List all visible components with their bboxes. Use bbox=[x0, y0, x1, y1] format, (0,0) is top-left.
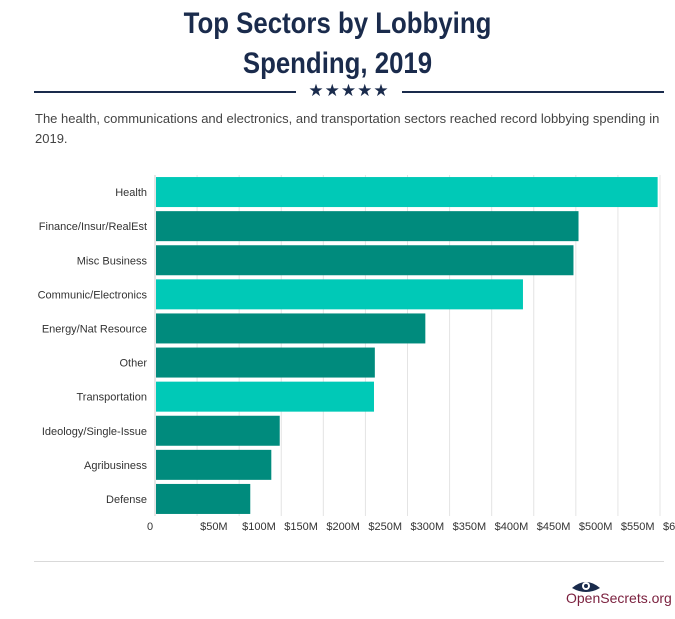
category-label: Transportation bbox=[76, 392, 147, 404]
x-tick-label: $50M bbox=[200, 521, 228, 533]
bar[interactable] bbox=[156, 381, 374, 412]
x-tick-label: $400M bbox=[495, 521, 529, 533]
x-tick-label: $200M bbox=[326, 521, 360, 533]
x-tick-label: $550M bbox=[621, 521, 655, 533]
x-tick-label: $350M bbox=[453, 521, 487, 533]
footer-divider bbox=[34, 561, 664, 562]
chart-subtitle: The health, communications and electroni… bbox=[35, 111, 660, 146]
bar[interactable] bbox=[156, 279, 523, 310]
chart-title: Top Sectors by Lobbying Spending, 2019 bbox=[47, 4, 628, 84]
bar[interactable] bbox=[156, 211, 579, 242]
category-label: Ideology/Single-Issue bbox=[42, 426, 147, 438]
x-tick-label: $300M bbox=[411, 521, 445, 533]
x-tick-label: $500M bbox=[579, 521, 613, 533]
category-label: Agribusiness bbox=[84, 460, 147, 472]
bar[interactable] bbox=[156, 177, 658, 208]
x-tick-label: $100M bbox=[242, 521, 276, 533]
x-tick-label: $600M bbox=[663, 521, 675, 533]
title-rule-right bbox=[402, 91, 664, 93]
category-label: Finance/Insur/RealEst bbox=[39, 221, 147, 233]
category-label: Misc Business bbox=[77, 255, 148, 267]
x-tick-label: $150M bbox=[284, 521, 318, 533]
bar[interactable] bbox=[156, 245, 574, 276]
bar-chart: 0 $50M $100M $150M $200M $250M $300M $350M $400M… bbox=[38, 175, 675, 533]
category-label: Defense bbox=[106, 494, 147, 506]
bar[interactable] bbox=[156, 347, 375, 378]
x-tick-label: $450M bbox=[537, 521, 571, 533]
category-label: Other bbox=[119, 358, 147, 370]
chart-title-line1: Top Sectors by Lobbying bbox=[183, 7, 492, 40]
title-rule-left bbox=[34, 91, 296, 93]
category-label: Communic/Electronics bbox=[38, 289, 148, 301]
bar[interactable] bbox=[156, 483, 251, 514]
category-label: Energy/Nat Resource bbox=[42, 323, 147, 335]
bar[interactable] bbox=[156, 415, 280, 446]
x-tick-label: $250M bbox=[368, 521, 402, 533]
bar[interactable] bbox=[156, 313, 426, 344]
chart-title-line2: Spending, 2019 bbox=[242, 47, 433, 80]
opensecrets-logo-text[interactable]: OpenSecrets.org bbox=[566, 590, 672, 606]
bar[interactable] bbox=[156, 449, 272, 480]
opensecrets-eye-icon[interactable] bbox=[560, 574, 670, 610]
category-label: Health bbox=[115, 187, 147, 199]
x-tick-label: 0 bbox=[147, 521, 153, 533]
stars-ornament: ★★★★★ bbox=[308, 81, 390, 101]
